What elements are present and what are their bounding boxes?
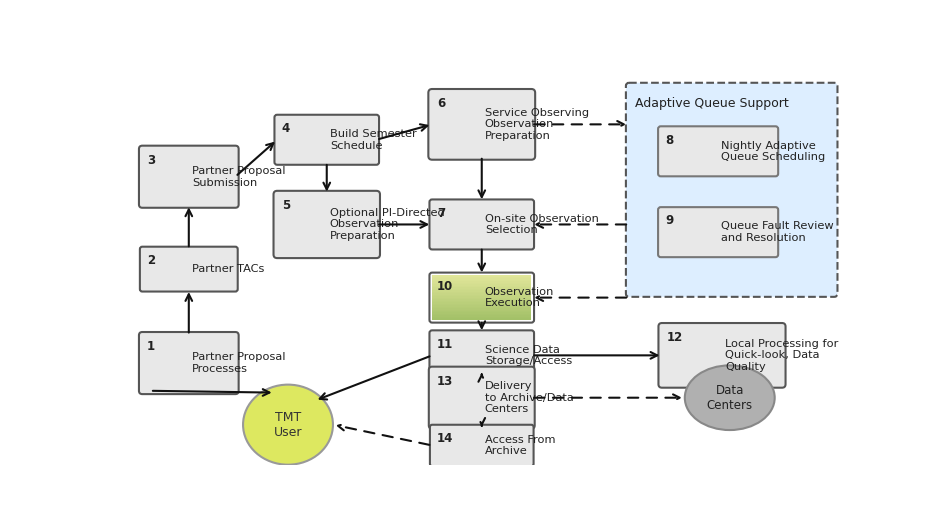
Bar (432, 286, 531, 288)
Text: 11: 11 (437, 338, 453, 350)
Bar (432, 275, 531, 277)
FancyBboxPatch shape (139, 146, 239, 208)
Bar (432, 305, 531, 307)
Bar (432, 317, 531, 319)
FancyBboxPatch shape (658, 207, 778, 257)
Text: Nightly Adaptive
Queue Scheduling: Nightly Adaptive Queue Scheduling (721, 141, 825, 162)
Text: 6: 6 (437, 97, 445, 110)
Text: Science Data
Storage/Access: Science Data Storage/Access (485, 345, 572, 366)
FancyBboxPatch shape (429, 367, 535, 429)
Bar (432, 301, 531, 302)
Text: Partner TACs: Partner TACs (192, 264, 264, 274)
Bar (432, 284, 531, 286)
FancyBboxPatch shape (658, 126, 778, 176)
Bar (432, 310, 531, 311)
Text: 8: 8 (666, 133, 674, 146)
Text: 9: 9 (666, 214, 674, 228)
FancyBboxPatch shape (626, 83, 838, 297)
Bar (432, 299, 531, 301)
Bar (432, 278, 531, 280)
Text: TMT
User: TMT User (274, 411, 303, 439)
Text: 14: 14 (437, 431, 453, 445)
Bar (432, 314, 531, 316)
Text: 4: 4 (282, 122, 290, 135)
Text: 2: 2 (147, 254, 155, 267)
Text: Build Semester
Schedule: Build Semester Schedule (330, 129, 416, 151)
Ellipse shape (243, 384, 333, 465)
FancyBboxPatch shape (140, 247, 238, 291)
FancyBboxPatch shape (658, 323, 786, 388)
Text: 3: 3 (147, 154, 155, 167)
Bar (432, 281, 531, 283)
Bar (432, 315, 531, 317)
Bar (432, 280, 531, 281)
Text: Partner Proposal
Processes: Partner Proposal Processes (192, 353, 286, 374)
Text: 7: 7 (437, 207, 445, 220)
Text: 13: 13 (437, 374, 453, 388)
FancyBboxPatch shape (430, 425, 534, 466)
Text: Local Processing for
Quick-look, Data
Quality: Local Processing for Quick-look, Data Qu… (725, 339, 838, 372)
FancyBboxPatch shape (430, 331, 534, 380)
Bar (432, 306, 531, 309)
Text: Observation
Execution: Observation Execution (485, 287, 555, 309)
Bar (432, 277, 531, 279)
FancyBboxPatch shape (430, 199, 534, 249)
Bar (432, 319, 531, 320)
FancyBboxPatch shape (429, 89, 535, 160)
Text: Queue Fault Review
and Resolution: Queue Fault Review and Resolution (721, 221, 834, 243)
Bar (432, 313, 531, 314)
Bar (432, 290, 531, 292)
FancyBboxPatch shape (139, 332, 239, 394)
Text: Optional PI-Directed
Observation
Preparation: Optional PI-Directed Observation Prepara… (330, 208, 445, 241)
Bar (432, 283, 531, 285)
Text: Data
Centers: Data Centers (707, 384, 753, 412)
Bar (432, 296, 531, 298)
Text: Adaptive Queue Support: Adaptive Queue Support (635, 97, 789, 110)
Bar (432, 298, 531, 300)
Bar (432, 294, 531, 297)
Text: 1: 1 (147, 340, 155, 353)
Text: Partner Proposal
Submission: Partner Proposal Submission (192, 166, 286, 188)
Ellipse shape (685, 366, 775, 430)
Bar (432, 293, 531, 295)
Bar (432, 287, 531, 289)
Bar (432, 289, 531, 291)
Text: Access From
Archive: Access From Archive (485, 435, 556, 456)
Text: 10: 10 (437, 280, 453, 293)
Text: On-site Observation
Selection: On-site Observation Selection (485, 214, 599, 235)
FancyBboxPatch shape (274, 191, 380, 258)
Bar (432, 308, 531, 310)
Bar (432, 303, 531, 305)
Bar (432, 302, 531, 304)
FancyBboxPatch shape (274, 115, 379, 165)
Text: Service Observing
Observation
Preparation: Service Observing Observation Preparatio… (485, 108, 589, 141)
Text: 12: 12 (666, 331, 682, 344)
Bar (432, 292, 531, 293)
Bar (432, 311, 531, 313)
Text: 5: 5 (282, 199, 290, 212)
Text: Delivery
to Archive/Data
Centers: Delivery to Archive/Data Centers (485, 381, 573, 414)
